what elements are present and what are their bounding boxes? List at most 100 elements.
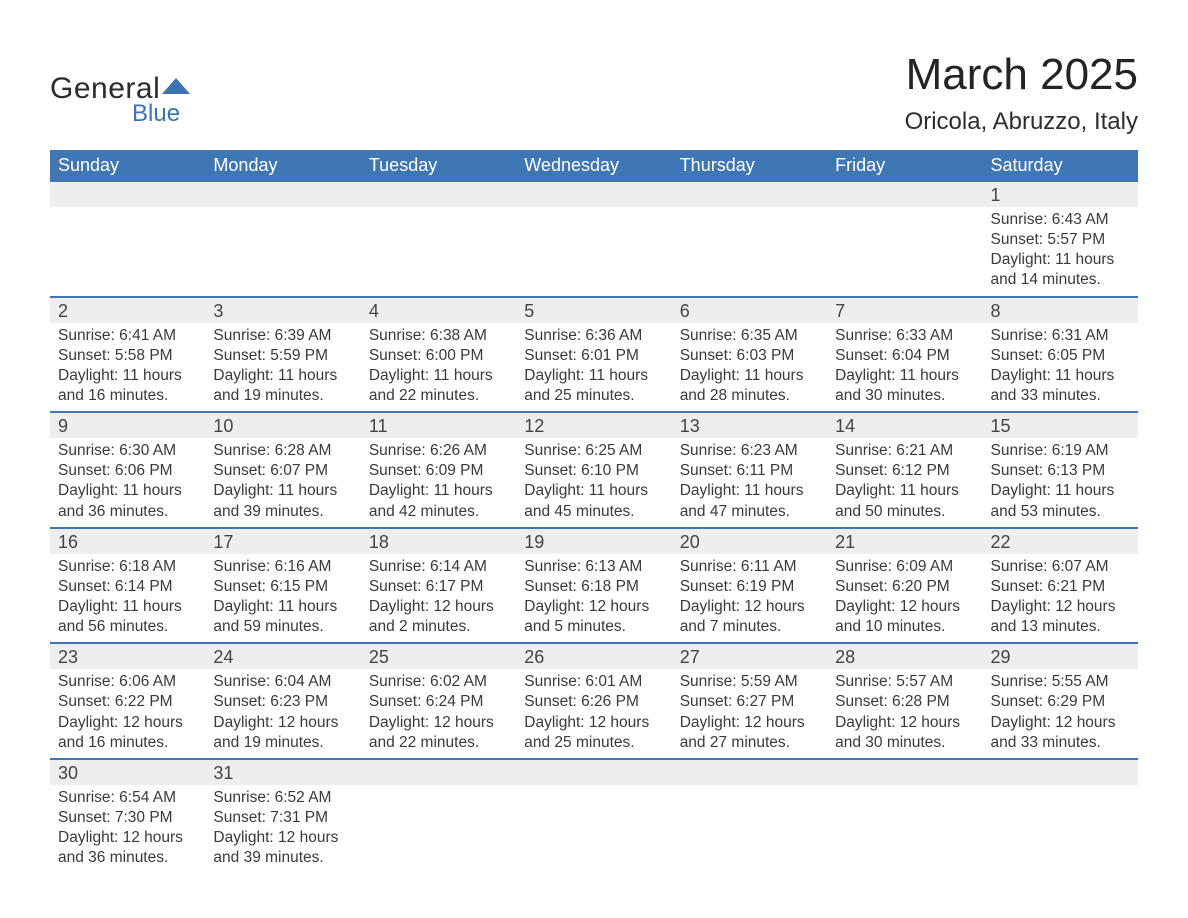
- sunset-line: Sunset: 6:19 PM: [680, 577, 819, 597]
- day-details: Sunrise: 6:11 AMSunset: 6:19 PMDaylight:…: [672, 554, 827, 643]
- day-number: [672, 182, 827, 207]
- day-number: [672, 760, 827, 785]
- sunset-line: Sunset: 6:20 PM: [835, 577, 974, 597]
- day-number: [361, 760, 516, 785]
- sunset-line: Sunset: 6:13 PM: [991, 461, 1130, 481]
- sunrise-line: Sunrise: 6:43 AM: [991, 210, 1130, 230]
- calendar-day-cell: 11Sunrise: 6:26 AMSunset: 6:09 PMDayligh…: [361, 412, 516, 528]
- day-number: [361, 182, 516, 207]
- sunset-line: Sunset: 6:21 PM: [991, 577, 1130, 597]
- sunset-line: Sunset: 5:59 PM: [213, 346, 352, 366]
- day-details: Sunrise: 6:52 AMSunset: 7:31 PMDaylight:…: [205, 785, 360, 874]
- calendar-day-cell: [361, 759, 516, 874]
- day-details: [50, 207, 205, 287]
- calendar-day-cell: [516, 759, 671, 874]
- sunset-line: Sunset: 7:30 PM: [58, 808, 197, 828]
- calendar-day-cell: 21Sunrise: 6:09 AMSunset: 6:20 PMDayligh…: [827, 528, 982, 644]
- day-number: 3: [205, 298, 360, 323]
- daylight-line: Daylight: 11 hours and 47 minutes.: [680, 481, 819, 521]
- calendar-day-cell: 18Sunrise: 6:14 AMSunset: 6:17 PMDayligh…: [361, 528, 516, 644]
- day-details: Sunrise: 6:33 AMSunset: 6:04 PMDaylight:…: [827, 323, 982, 412]
- day-details: Sunrise: 6:14 AMSunset: 6:17 PMDaylight:…: [361, 554, 516, 643]
- day-details: Sunrise: 6:02 AMSunset: 6:24 PMDaylight:…: [361, 669, 516, 758]
- daylight-line: Daylight: 12 hours and 33 minutes.: [991, 713, 1130, 753]
- calendar-day-cell: 19Sunrise: 6:13 AMSunset: 6:18 PMDayligh…: [516, 528, 671, 644]
- daylight-line: Daylight: 12 hours and 2 minutes.: [369, 597, 508, 637]
- day-details: Sunrise: 6:18 AMSunset: 6:14 PMDaylight:…: [50, 554, 205, 643]
- calendar-week-row: 23Sunrise: 6:06 AMSunset: 6:22 PMDayligh…: [50, 643, 1138, 759]
- day-header: Wednesday: [516, 150, 671, 182]
- calendar-day-cell: [827, 182, 982, 297]
- sunrise-line: Sunrise: 6:31 AM: [991, 326, 1130, 346]
- daylight-line: Daylight: 11 hours and 36 minutes.: [58, 481, 197, 521]
- sunrise-line: Sunrise: 6:01 AM: [524, 672, 663, 692]
- calendar-week-row: 30Sunrise: 6:54 AMSunset: 7:30 PMDayligh…: [50, 759, 1138, 874]
- calendar-table: Sunday Monday Tuesday Wednesday Thursday…: [50, 150, 1138, 873]
- calendar-day-cell: 7Sunrise: 6:33 AMSunset: 6:04 PMDaylight…: [827, 297, 982, 413]
- day-number: 11: [361, 413, 516, 438]
- day-header: Saturday: [983, 150, 1138, 182]
- day-number: 5: [516, 298, 671, 323]
- header: General Blue March 2025 Oricola, Abruzzo…: [50, 50, 1138, 136]
- sunrise-line: Sunrise: 6:52 AM: [213, 788, 352, 808]
- title-month-year: March 2025: [905, 50, 1138, 100]
- calendar-day-cell: 15Sunrise: 6:19 AMSunset: 6:13 PMDayligh…: [983, 412, 1138, 528]
- day-number: 31: [205, 760, 360, 785]
- sunset-line: Sunset: 6:10 PM: [524, 461, 663, 481]
- daylight-line: Daylight: 12 hours and 19 minutes.: [213, 713, 352, 753]
- calendar-day-cell: [672, 182, 827, 297]
- sunset-line: Sunset: 6:12 PM: [835, 461, 974, 481]
- daylight-line: Daylight: 11 hours and 30 minutes.: [835, 366, 974, 406]
- day-details: Sunrise: 6:39 AMSunset: 5:59 PMDaylight:…: [205, 323, 360, 412]
- daylight-line: Daylight: 12 hours and 25 minutes.: [524, 713, 663, 753]
- calendar-day-cell: 12Sunrise: 6:25 AMSunset: 6:10 PMDayligh…: [516, 412, 671, 528]
- day-details: Sunrise: 5:55 AMSunset: 6:29 PMDaylight:…: [983, 669, 1138, 758]
- day-details: Sunrise: 6:04 AMSunset: 6:23 PMDaylight:…: [205, 669, 360, 758]
- sunset-line: Sunset: 6:26 PM: [524, 692, 663, 712]
- day-details: Sunrise: 6:35 AMSunset: 6:03 PMDaylight:…: [672, 323, 827, 412]
- day-number: 17: [205, 529, 360, 554]
- sunset-line: Sunset: 5:58 PM: [58, 346, 197, 366]
- day-header: Thursday: [672, 150, 827, 182]
- sunrise-line: Sunrise: 6:41 AM: [58, 326, 197, 346]
- day-number: 30: [50, 760, 205, 785]
- day-details: Sunrise: 6:54 AMSunset: 7:30 PMDaylight:…: [50, 785, 205, 874]
- calendar-day-cell: [672, 759, 827, 874]
- daylight-line: Daylight: 11 hours and 42 minutes.: [369, 481, 508, 521]
- calendar-day-cell: 13Sunrise: 6:23 AMSunset: 6:11 PMDayligh…: [672, 412, 827, 528]
- daylight-line: Daylight: 11 hours and 22 minutes.: [369, 366, 508, 406]
- sunrise-line: Sunrise: 6:07 AM: [991, 557, 1130, 577]
- calendar-day-cell: 8Sunrise: 6:31 AMSunset: 6:05 PMDaylight…: [983, 297, 1138, 413]
- daylight-line: Daylight: 11 hours and 45 minutes.: [524, 481, 663, 521]
- calendar-day-cell: [516, 182, 671, 297]
- day-header: Tuesday: [361, 150, 516, 182]
- sunrise-line: Sunrise: 6:16 AM: [213, 557, 352, 577]
- sunrise-line: Sunrise: 6:14 AM: [369, 557, 508, 577]
- sunset-line: Sunset: 6:07 PM: [213, 461, 352, 481]
- sunrise-line: Sunrise: 6:11 AM: [680, 557, 819, 577]
- calendar-day-cell: 5Sunrise: 6:36 AMSunset: 6:01 PMDaylight…: [516, 297, 671, 413]
- daylight-line: Daylight: 11 hours and 28 minutes.: [680, 366, 819, 406]
- day-details: Sunrise: 6:13 AMSunset: 6:18 PMDaylight:…: [516, 554, 671, 643]
- daylight-line: Daylight: 12 hours and 27 minutes.: [680, 713, 819, 753]
- day-number: 16: [50, 529, 205, 554]
- calendar-week-row: 9Sunrise: 6:30 AMSunset: 6:06 PMDaylight…: [50, 412, 1138, 528]
- day-number: [827, 182, 982, 207]
- day-details: Sunrise: 6:16 AMSunset: 6:15 PMDaylight:…: [205, 554, 360, 643]
- calendar-day-cell: 25Sunrise: 6:02 AMSunset: 6:24 PMDayligh…: [361, 643, 516, 759]
- sunset-line: Sunset: 6:15 PM: [213, 577, 352, 597]
- day-number: 10: [205, 413, 360, 438]
- sunrise-line: Sunrise: 6:06 AM: [58, 672, 197, 692]
- day-number: 2: [50, 298, 205, 323]
- day-number: 22: [983, 529, 1138, 554]
- day-number: 8: [983, 298, 1138, 323]
- sunrise-line: Sunrise: 6:04 AM: [213, 672, 352, 692]
- calendar-day-cell: [50, 182, 205, 297]
- day-details: Sunrise: 6:06 AMSunset: 6:22 PMDaylight:…: [50, 669, 205, 758]
- calendar-day-cell: 24Sunrise: 6:04 AMSunset: 6:23 PMDayligh…: [205, 643, 360, 759]
- sunrise-line: Sunrise: 6:38 AM: [369, 326, 508, 346]
- sunrise-line: Sunrise: 6:25 AM: [524, 441, 663, 461]
- logo: General Blue: [50, 72, 190, 128]
- day-details: Sunrise: 6:21 AMSunset: 6:12 PMDaylight:…: [827, 438, 982, 527]
- sunset-line: Sunset: 7:31 PM: [213, 808, 352, 828]
